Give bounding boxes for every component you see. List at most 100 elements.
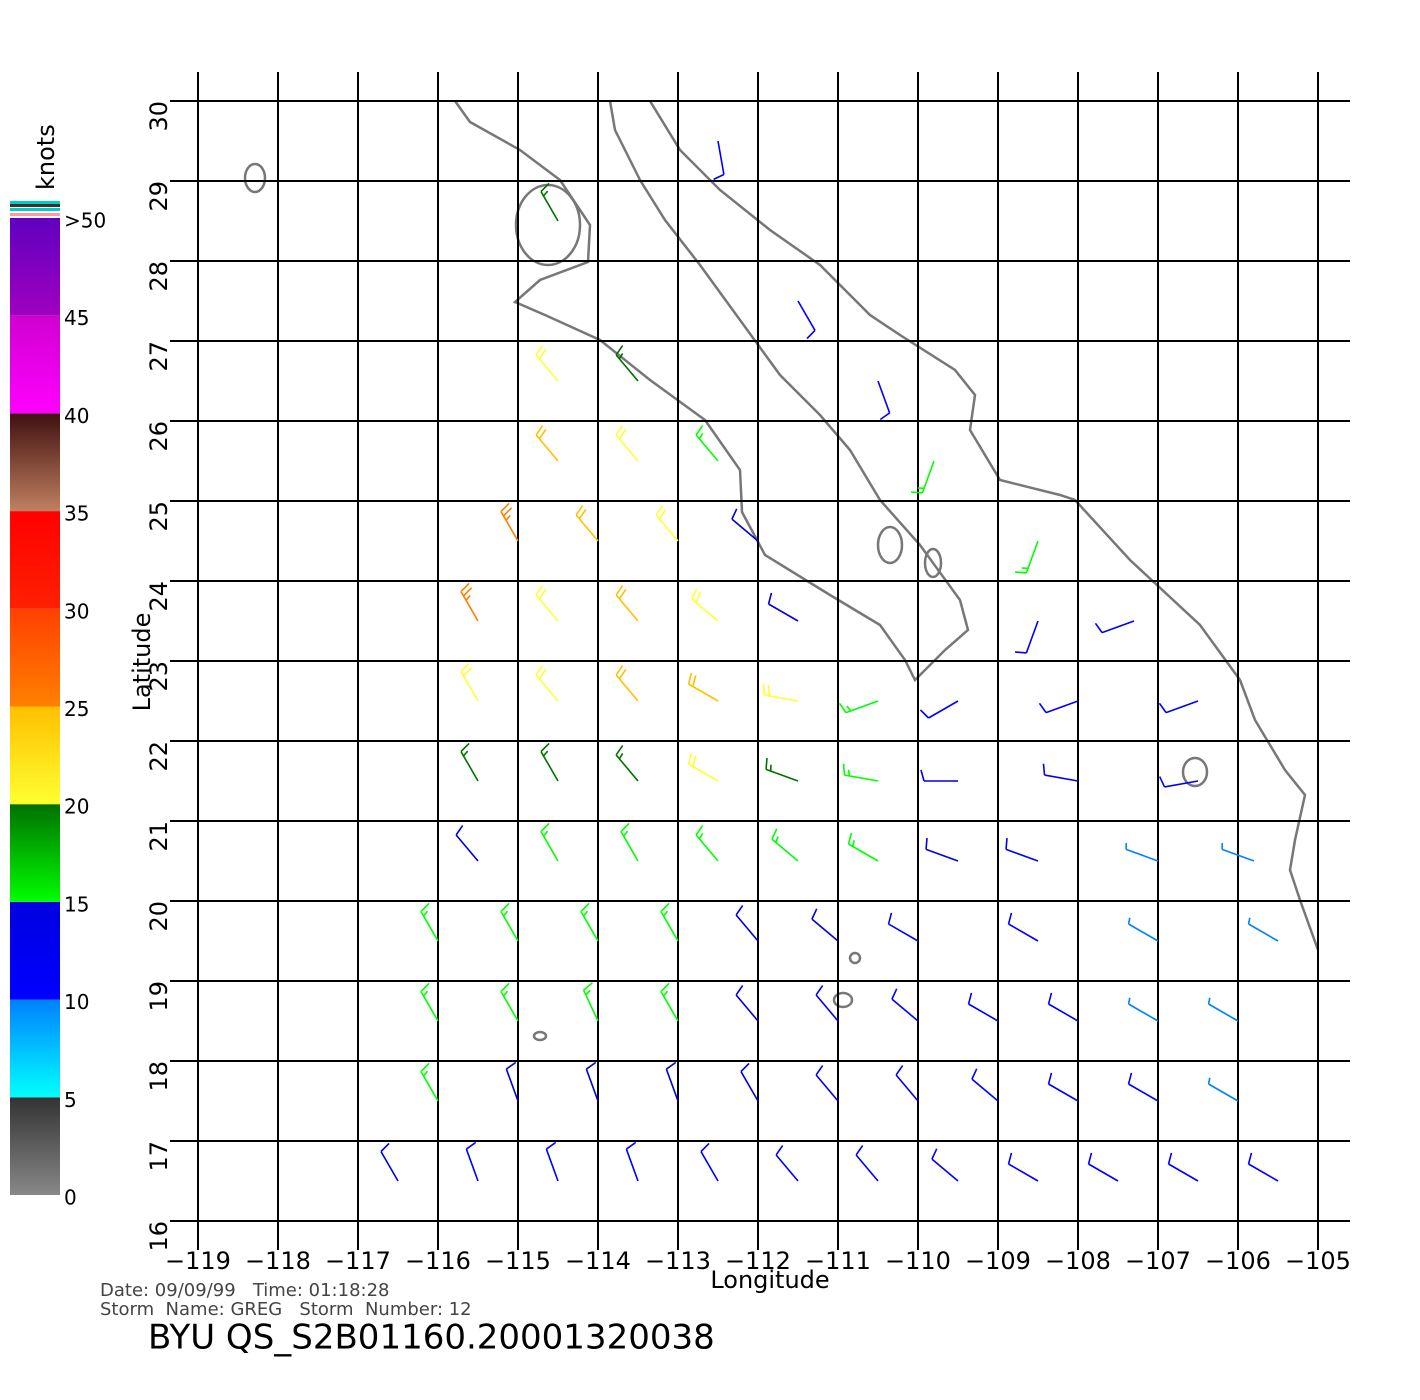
wind-barb <box>713 140 725 181</box>
x-tick-label: −114 <box>565 1247 631 1275</box>
wind-barb <box>460 662 479 702</box>
y-tick-label: 16 <box>145 1221 173 1252</box>
wind-barb <box>1125 843 1159 862</box>
colorbar-segment <box>10 804 60 902</box>
colorbar-segment <box>10 608 60 707</box>
y-axis-label: Latitude <box>128 613 156 712</box>
wind-barb <box>887 912 919 942</box>
x-tick-label: −116 <box>405 1247 471 1275</box>
colorbar-tick-label: >50 <box>64 209 106 233</box>
wind-barb <box>620 822 639 862</box>
wind-barb <box>910 460 935 494</box>
wind-barb <box>919 700 959 719</box>
wind-barb <box>731 508 759 542</box>
island <box>243 162 267 194</box>
x-tick-label: −115 <box>485 1247 551 1275</box>
wind-barb <box>1127 997 1159 1022</box>
wind-barb <box>535 665 559 702</box>
colorbar-tick-label: 45 <box>64 306 89 330</box>
wind-barb <box>615 585 639 622</box>
wind-barb <box>691 588 719 622</box>
island <box>532 1030 548 1042</box>
storm-line: Storm Name: GREG Storm Number: 12 <box>100 1299 472 1320</box>
wind-barb <box>505 1061 519 1102</box>
wind-barb <box>842 763 879 782</box>
x-tick-label: −112 <box>725 1247 791 1275</box>
y-tick-label: 18 <box>145 1061 173 1092</box>
y-tick-label: 30 <box>145 101 173 132</box>
wind-barb <box>735 905 759 942</box>
wind-barb <box>1047 992 1079 1022</box>
file-line: BYU QS_S2B01160.20001320038 <box>148 1318 715 1358</box>
wind-barb <box>740 1062 759 1102</box>
wind-barb <box>1014 620 1039 654</box>
wind-barb <box>838 700 879 714</box>
wind-barb <box>815 1065 839 1102</box>
colorbar-tick-label: 25 <box>64 697 89 721</box>
wind-barb <box>625 1141 639 1182</box>
island <box>832 991 854 1009</box>
wind-barb <box>500 502 519 542</box>
wind-barb <box>535 585 559 622</box>
x-axis-label: Longitude <box>710 1266 829 1294</box>
wind-barb <box>1094 620 1135 634</box>
x-tick-label: −106 <box>1205 1247 1271 1275</box>
colorbar-cap <box>10 201 60 204</box>
wind-barb <box>847 832 879 862</box>
wind-barb <box>1158 776 1199 788</box>
wind-barb <box>540 182 559 222</box>
wind-barb <box>420 982 439 1022</box>
island <box>514 183 582 267</box>
wind-barb <box>771 828 799 862</box>
colorbar-tick-label: 40 <box>64 404 89 428</box>
wind-barb <box>1014 540 1039 574</box>
wind-barb <box>700 1142 719 1182</box>
colorbar-tick-label: 5 <box>64 1088 77 1112</box>
island <box>1181 756 1209 788</box>
wind-barb <box>767 592 799 622</box>
island <box>848 951 862 965</box>
wind-barb <box>1207 1077 1239 1102</box>
wind-barb <box>811 908 839 942</box>
wind-barb <box>665 1061 679 1102</box>
x-tick-label: −118 <box>245 1247 311 1275</box>
wind-barb <box>465 1141 479 1182</box>
colorbar-tick-label: 0 <box>64 1186 77 1210</box>
colorbar-cap <box>10 208 60 211</box>
x-tick-label: −105 <box>1285 1247 1351 1275</box>
wind-barb <box>931 1148 959 1182</box>
wind-barb <box>420 902 439 942</box>
colorbar-segment <box>10 706 60 805</box>
colorbar-segment <box>10 999 60 1098</box>
wind-barb <box>1042 763 1079 782</box>
wind-barb <box>585 1061 599 1102</box>
wind-barb <box>925 837 959 862</box>
y-tick-label: 20 <box>145 901 173 932</box>
x-tick-label: −109 <box>965 1247 1031 1275</box>
y-tick-label: 25 <box>145 501 173 532</box>
colorbar-label: knots <box>32 124 60 190</box>
wind-barb <box>1158 700 1199 714</box>
wind-barb <box>460 582 479 622</box>
wind-barb <box>1167 1152 1199 1182</box>
y-tick-label: 27 <box>145 341 173 372</box>
x-tick-label: −111 <box>805 1247 871 1275</box>
wind-barb <box>615 345 639 382</box>
wind-barb <box>582 982 599 1022</box>
x-tick-label: −113 <box>645 1247 711 1275</box>
wind-barb <box>1007 912 1039 942</box>
wind-barb <box>535 425 559 462</box>
wind-barb <box>500 982 519 1022</box>
y-tick-label: 23 <box>145 661 173 692</box>
wind-barb <box>1127 917 1159 942</box>
wind-barb <box>695 825 719 862</box>
colorbar-cap <box>10 204 60 207</box>
wind-barb <box>460 742 479 782</box>
wind-barb <box>1038 700 1079 714</box>
wind-barb <box>1127 1072 1159 1102</box>
wind-barb <box>815 985 839 1022</box>
x-tick-label: −107 <box>1125 1247 1191 1275</box>
baja-coast <box>453 100 970 683</box>
